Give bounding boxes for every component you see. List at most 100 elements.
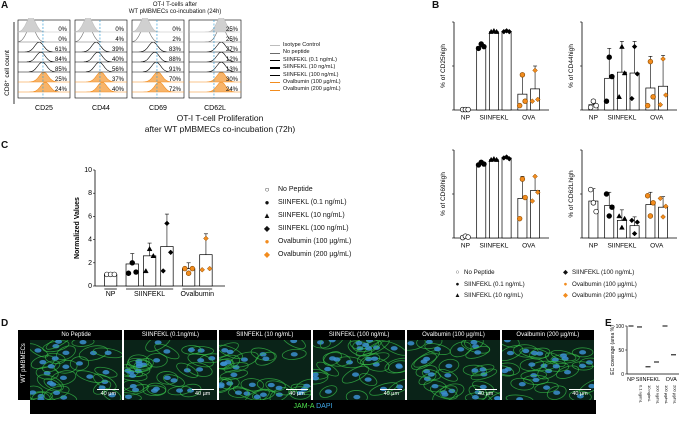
nucleus xyxy=(521,348,529,354)
panel-label-c: C xyxy=(1,140,9,151)
cell-junction xyxy=(35,366,59,380)
data-point xyxy=(650,200,656,206)
cell-junction xyxy=(92,380,112,395)
nucleus xyxy=(102,370,110,375)
histogram-trace xyxy=(132,51,184,63)
nucleus xyxy=(578,350,586,355)
scale-label: 40 µm xyxy=(100,391,117,397)
nucleus xyxy=(518,381,526,387)
legend-a-item-2: SIINFEKL (0.1 ng/mL) xyxy=(270,57,341,64)
nucleus xyxy=(532,377,540,383)
nucleus xyxy=(125,394,133,400)
micrograph-header: SIINFEKL (0.1ng/mL) xyxy=(124,330,217,340)
group-label: SIINFEKL xyxy=(134,291,165,298)
micrograph-1: SIINFEKL (0.1ng/mL) 40 µm xyxy=(124,330,217,400)
micrograph-header: No Peptide xyxy=(30,330,123,340)
y-tick-label: 10 xyxy=(84,167,92,174)
bar xyxy=(476,163,487,239)
nucleus xyxy=(535,351,543,356)
histogram-percent: 40% xyxy=(112,57,125,63)
histogram-trace xyxy=(189,41,241,53)
nucleus xyxy=(62,364,70,369)
cell-junction xyxy=(387,378,406,395)
legend-c-item-4: ● Ovalbumin (100 µg/mL) xyxy=(264,237,352,246)
data-point xyxy=(133,269,139,275)
histogram-percent: 25% xyxy=(55,77,68,83)
data-point xyxy=(143,268,149,274)
group-label: OVA xyxy=(522,115,536,122)
cell-junction xyxy=(430,385,459,400)
cell-junction xyxy=(186,362,213,377)
cell-junction xyxy=(438,358,460,373)
data-point xyxy=(129,260,135,266)
histogram-trace xyxy=(75,71,127,83)
micrograph-texture xyxy=(501,332,594,400)
cell-junction xyxy=(43,378,62,391)
marker-label: CD69 xyxy=(149,105,167,112)
histogram-percent: 12% xyxy=(226,57,239,63)
histogram-percent: 88% xyxy=(169,57,182,63)
micrograph-image: 40 µm xyxy=(501,332,594,400)
cell-junction xyxy=(571,361,593,371)
scale-bar: 40 µm xyxy=(380,388,403,397)
data-point xyxy=(465,106,471,113)
histogram-group: 24% 25% 85% 84% 61% 0% 0% CD25 40% 37% 56% 40% 39% 4%… xyxy=(17,18,242,112)
data-point xyxy=(506,156,513,162)
panel-c-title: OT-I T-cell Proliferation after WT pMBME… xyxy=(144,113,296,134)
nucleus xyxy=(34,348,42,353)
group-label: OVA xyxy=(666,377,678,383)
histogram-percent: 91% xyxy=(169,67,182,73)
panel-c-legend: ○ No Peptide ● SIINFEKL (0.1 ng/mL) ▲ SIINF… xyxy=(262,183,351,261)
nucleus xyxy=(448,388,456,394)
nucleus xyxy=(39,359,47,365)
nucleus xyxy=(163,349,171,354)
data-point xyxy=(522,194,528,201)
bar xyxy=(476,46,487,111)
histogram-percent: 0% xyxy=(172,27,181,33)
nucleus xyxy=(355,340,363,346)
cell-junction xyxy=(450,341,472,358)
cell-junction xyxy=(102,388,122,400)
nucleus xyxy=(248,382,256,387)
cell-junction xyxy=(568,390,592,400)
data-point xyxy=(644,193,651,199)
x-tick-label: 10 ng/mL xyxy=(647,385,652,402)
nucleus xyxy=(470,340,478,345)
histogram-trace xyxy=(17,18,70,33)
data-point xyxy=(663,92,669,98)
nucleus xyxy=(434,346,442,352)
data-point xyxy=(616,93,622,99)
nucleus xyxy=(479,367,487,372)
nucleus xyxy=(220,348,228,353)
scale-bar: 40 µm xyxy=(568,388,591,397)
nucleus xyxy=(267,382,275,388)
nucleus xyxy=(188,347,196,353)
data-point xyxy=(529,98,536,104)
cell-junction xyxy=(413,350,441,368)
data-point xyxy=(587,186,594,193)
nucleus xyxy=(527,362,535,367)
legend-b-item-5: ◆ Ovalbumin (200 µg/mL) xyxy=(563,292,637,299)
bar xyxy=(588,200,599,239)
data-point xyxy=(619,43,625,49)
group-label: NP xyxy=(461,243,470,250)
scale-label: 40 µm xyxy=(383,391,400,397)
cell-junction xyxy=(347,340,373,357)
histogram-percent: 25% xyxy=(226,37,239,43)
cell-junction xyxy=(501,365,514,377)
bar xyxy=(645,204,656,239)
cell-junction xyxy=(432,385,458,400)
cell-junction xyxy=(254,351,277,366)
micrograph-image: 40 µm xyxy=(124,333,217,400)
marker-label: CD44 xyxy=(92,105,110,112)
cell-junction xyxy=(384,357,406,374)
group-label: NP xyxy=(106,291,116,298)
cell-junction xyxy=(424,343,451,355)
histogram-frame xyxy=(131,19,185,99)
y-tick-label: 6 xyxy=(88,213,92,220)
nucleus xyxy=(576,394,584,399)
panel-b-charts: NP SIINFEKL OVA % of CD25high NP SIINFEKL OVA%… xyxy=(440,21,677,250)
cell-junction xyxy=(542,360,569,372)
micrograph-header: Ovalbumin (200 µg/mL) xyxy=(501,330,594,340)
histogram-trace xyxy=(18,41,70,53)
